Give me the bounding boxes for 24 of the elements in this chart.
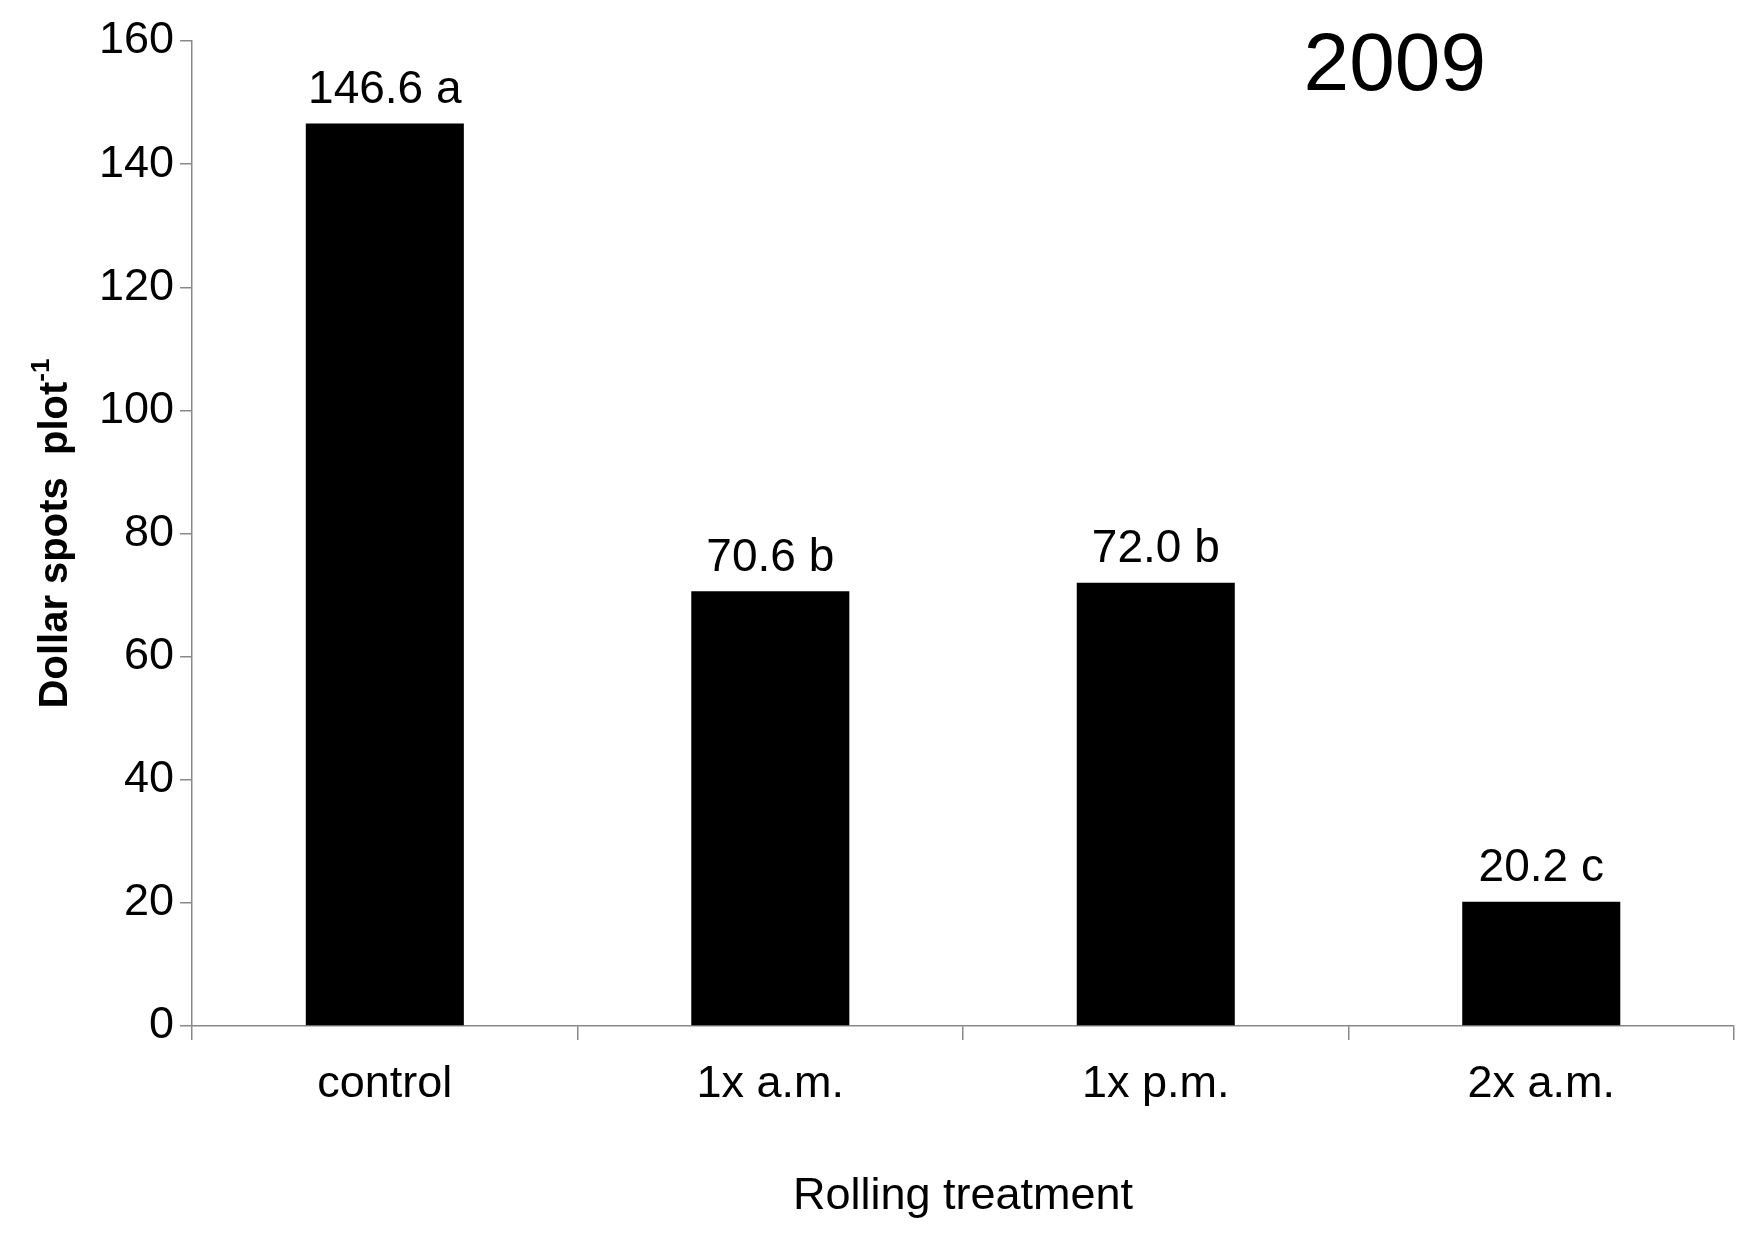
y-tick-label: 60 xyxy=(124,628,175,680)
x-axis-title: Rolling treatment xyxy=(792,1168,1134,1220)
y-tick-label: 80 xyxy=(124,504,175,556)
y-tick-label: 140 xyxy=(98,135,175,187)
bar xyxy=(1076,582,1235,1026)
y-tick-label: 40 xyxy=(124,751,175,803)
y-tick-label: 0 xyxy=(149,997,175,1049)
y-tick-label: 160 xyxy=(98,12,175,64)
data-label: 146.6 a xyxy=(308,61,462,114)
x-tick-label: 1x p.m. xyxy=(1082,1056,1230,1108)
y-axis-title: Dollar spots plot-1 xyxy=(25,358,76,709)
x-tick-label: 2x a.m. xyxy=(1467,1056,1616,1108)
annotation: 2009 xyxy=(1303,15,1486,107)
y-tick-label: 20 xyxy=(124,874,175,926)
bar xyxy=(305,123,464,1026)
data-label: 70.6 b xyxy=(706,529,835,582)
data-label: 72.0 b xyxy=(1091,520,1220,573)
x-tick-label: 1x a.m. xyxy=(696,1056,845,1108)
x-tick-label: control xyxy=(317,1056,453,1108)
y-tick-label: 100 xyxy=(98,381,175,433)
bar xyxy=(691,591,850,1026)
bar xyxy=(1462,901,1621,1026)
data-label: 20.2 c xyxy=(1478,839,1604,892)
y-tick-label: 120 xyxy=(98,258,175,310)
